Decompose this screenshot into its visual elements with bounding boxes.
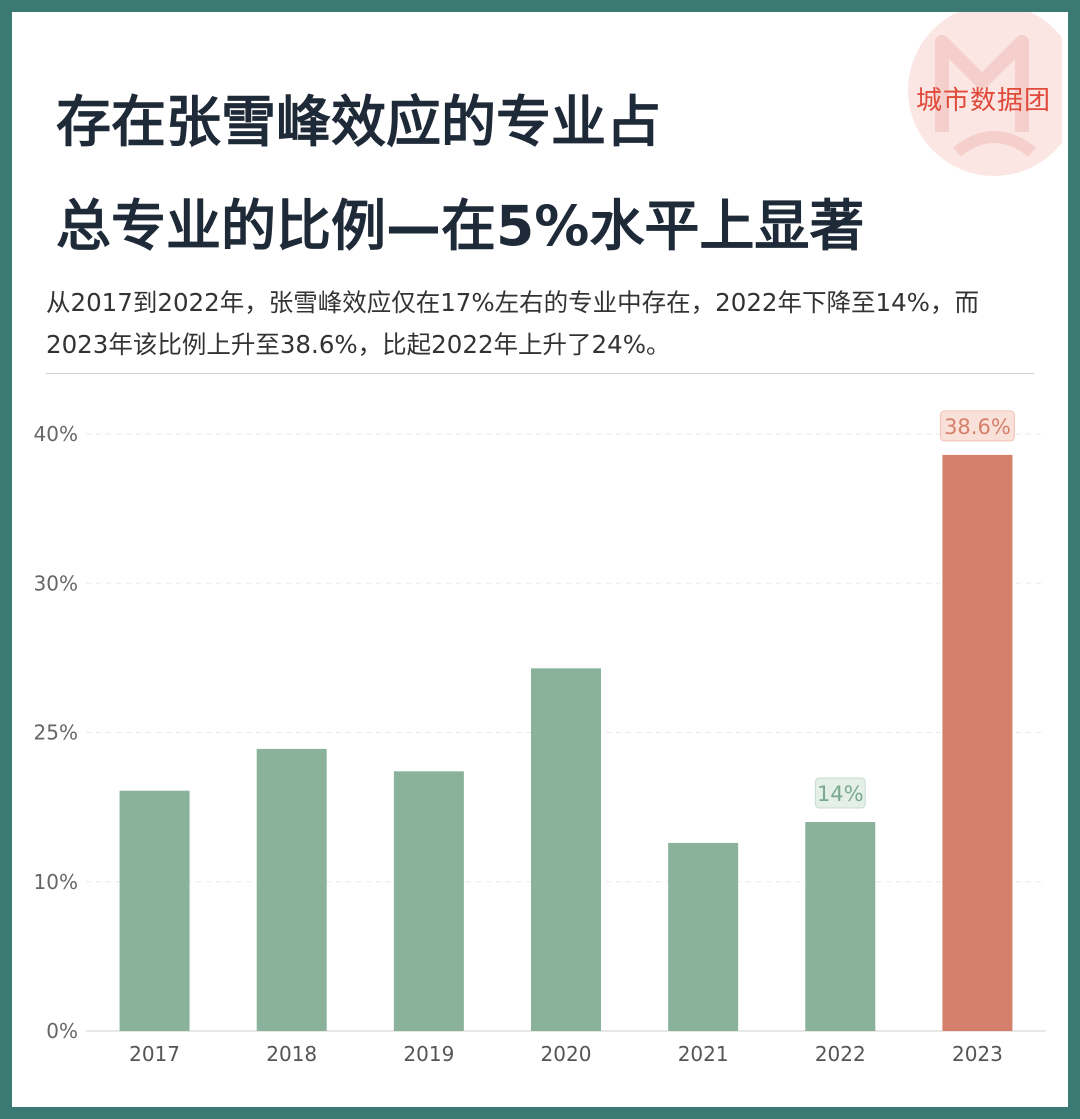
y-tick-label: 25% [34,721,78,745]
y-tick-label: 0% [46,1019,78,1043]
bar [393,771,464,1031]
bar [805,822,876,1031]
x-tick-label: 2023 [952,1042,1003,1066]
chart-subtitle: 从2017到2022年，张雪峰效应仅在17%左右的专业中存在，2022年下降至1… [46,288,979,359]
data-label-box [939,410,1015,442]
x-tick-label: 2021 [678,1042,729,1066]
bar-chart: 0% 10% 25% 30% 40% 2017 2018 2019 2020 2021 2022 20… [34,410,1046,1066]
divider [46,373,1034,374]
data-label: 14% [817,782,864,806]
title-line-2: 总专业的比例—在5%水平上显著 [56,194,865,258]
bar [256,748,327,1031]
y-tick-label: 30% [34,571,78,595]
bar [119,790,190,1031]
data-label-box [814,777,866,809]
brand-name: 城市数据团 [916,86,1052,116]
x-tick-label: 2022 [815,1042,866,1066]
title-line-1: 存在张雪峰效应的专业占 [56,90,662,154]
bar [531,668,601,1031]
y-tick-label: 40% [34,422,78,446]
x-tick-label: 2017 [129,1042,180,1066]
x-tick-label: 2018 [266,1042,317,1066]
x-tick-label: 2019 [403,1042,454,1066]
bar [668,842,739,1031]
data-label: 38.6% [944,415,1011,439]
brand-logo [908,12,1062,176]
chart-card: 城市数据团 存在张雪峰效应的专业占 总专业的比例—在5%水平上显著 从2017到… [12,12,1068,1107]
x-tick-label: 2020 [541,1042,592,1066]
y-tick-label: 10% [34,870,78,894]
bar [942,454,1013,1031]
page-title: 存在张雪峰效应的专业占 总专业的比例—在5%水平上显著 [56,70,1016,278]
